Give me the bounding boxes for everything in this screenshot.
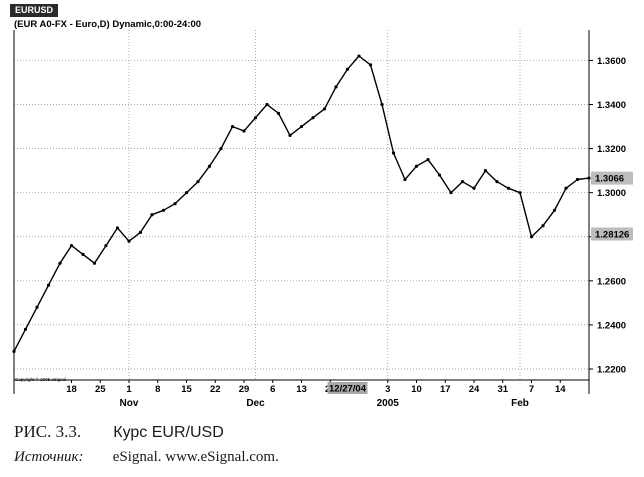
price-point: [127, 239, 131, 243]
price-point: [104, 243, 108, 248]
y-tick-label: 1.3400: [597, 100, 626, 111]
figure-caption: РИС. 3.3. Курс EUR/USD: [14, 422, 224, 442]
chart-header: (EUR A0-FX - Euro,D) Dynamic,0:00-24:00: [14, 19, 202, 30]
x-tick-label: 22: [210, 384, 221, 395]
cursor-date-box: [327, 382, 368, 394]
price-point: [23, 327, 28, 331]
copyright-note: Copyright © 2005 eSignal: [15, 377, 67, 382]
price-point: [368, 63, 373, 67]
x-tick-label: 6: [270, 384, 275, 395]
price-label: 1.28126: [595, 229, 629, 240]
price-point: [299, 124, 304, 129]
x-tick-label: 14: [555, 384, 566, 395]
x-tick-label: 31: [497, 384, 508, 395]
axes: 1.22001.24001.26001.28001.30001.32001.34…: [13, 30, 633, 409]
y-tick-label: 1.2200: [597, 364, 626, 375]
price-point: [173, 202, 177, 206]
price-label-box: [591, 227, 633, 241]
y-tick-label: 1.2600: [597, 276, 626, 287]
price-chart: 1.22001.24001.26001.28001.30001.32001.34…: [12, 30, 633, 409]
price-point: [391, 151, 396, 155]
y-tick-label: 1.3200: [597, 144, 626, 155]
month-label: 2005: [377, 398, 400, 409]
price-point: [242, 129, 246, 133]
figure-label: РИС. 3.3.: [14, 422, 82, 441]
x-tick-label: 18: [66, 384, 77, 395]
price-point: [219, 146, 223, 151]
price-label: 1.3066: [595, 174, 624, 185]
month-label: Feb: [511, 398, 529, 409]
x-tick-label: 3: [385, 384, 390, 395]
price-point: [253, 116, 258, 120]
cursor-date-label: 12/27/04: [329, 384, 367, 395]
price-point: [529, 235, 534, 239]
month-label: Dec: [246, 398, 265, 409]
price-point: [334, 85, 338, 89]
price-point: [288, 133, 292, 137]
price-point: [437, 173, 442, 177]
price-point: [380, 102, 384, 107]
x-tick-label: 25: [95, 384, 106, 395]
figure-source: Источник: eSignal. www.eSignal.com.: [14, 449, 279, 466]
price-point: [414, 164, 419, 168]
price-point: [564, 186, 568, 190]
x-tick-label: 13: [296, 384, 307, 395]
figure-title: Курс EUR/USD: [113, 424, 224, 441]
price-point: [506, 186, 511, 190]
y-tick-label: 1.2400: [597, 320, 626, 331]
price-point: [35, 305, 39, 309]
month-label: Nov: [120, 398, 139, 409]
price-point: [483, 169, 488, 173]
x-tick-label: 1: [126, 384, 132, 395]
price-point: [265, 102, 269, 107]
price-point: [138, 230, 143, 234]
price-point: [161, 208, 166, 212]
price-point: [403, 177, 407, 182]
price-point: [426, 158, 430, 162]
y-tick-label: 1.3000: [597, 188, 626, 199]
chart-area: 1.22001.24001.26001.28001.30001.32001.34…: [10, 4, 633, 409]
price-point: [322, 107, 327, 111]
x-tick-label: 24: [469, 384, 480, 395]
price-point: [518, 191, 522, 195]
x-tick-label: 17: [440, 384, 451, 395]
price-point: [552, 208, 557, 212]
x-tick-label: 15: [181, 384, 192, 395]
price-point: [230, 124, 235, 129]
price-point: [449, 191, 453, 195]
price-point: [92, 261, 97, 265]
y-tick-label: 1.3600: [597, 56, 626, 67]
price-point: [150, 213, 154, 217]
price-point: [184, 191, 189, 195]
price-point: [81, 252, 85, 256]
x-tick-label: 29: [239, 384, 250, 395]
price-series: [12, 54, 591, 353]
price-label-box: [591, 171, 633, 185]
price-point: [357, 54, 361, 58]
gridlines: [14, 30, 589, 380]
price-point: [58, 261, 62, 265]
price-point: [472, 186, 476, 190]
price-point: [276, 111, 281, 115]
price-point: [541, 224, 545, 228]
price-point: [460, 180, 465, 184]
price-point: [196, 180, 200, 184]
x-tick-label: 10: [411, 384, 422, 395]
price-point: [575, 177, 580, 182]
x-tick-label: 7: [529, 384, 534, 395]
price-point: [69, 243, 74, 248]
source-label: Источник:: [14, 449, 84, 465]
x-tick-label: 8: [155, 384, 160, 395]
price-point: [115, 226, 120, 230]
price-point: [345, 67, 350, 71]
symbol-tab[interactable]: EURUSD: [10, 4, 59, 17]
price-point: [46, 283, 51, 287]
price-point: [207, 164, 212, 168]
price-line: [13, 55, 590, 352]
price-point: [495, 180, 499, 184]
source-text: eSignal. www.eSignal.com.: [112, 449, 279, 465]
price-point: [311, 116, 315, 120]
